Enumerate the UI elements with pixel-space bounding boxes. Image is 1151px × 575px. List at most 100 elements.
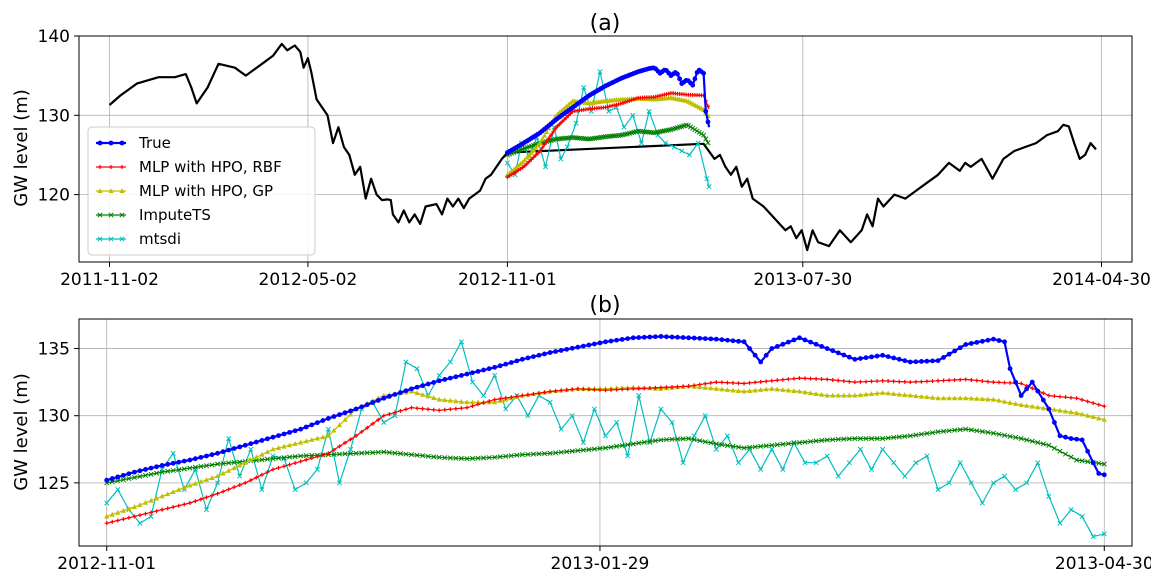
panel-b-point-imputets [708,440,714,446]
panel-b-point-mlp-with-hpo-rbf [803,376,808,381]
panel-b-point-mlp-with-hpo-rbf [520,393,525,398]
panel-b-point-imputets [791,440,797,446]
panel-b-point-true [398,390,403,396]
panel-b-point-imputets [336,451,343,457]
panel-b-point-mlp-with-hpo-rbf [814,376,819,381]
panel-b-point-imputets [342,451,348,457]
panel-b-point-mlp-with-hpo-gp [1085,412,1091,418]
panel-b-point-mlp-with-hpo-rbf [714,380,719,385]
panel-b-point-mlp-with-hpo-gp [813,391,819,396]
panel-b-point-true [752,352,758,358]
panel-b-point-mtsdi [824,453,830,459]
panel-b-point-mlp-with-hpo-rbf [398,408,403,413]
panel-b-point-imputets [863,435,869,442]
panel-b-point-mlp-with-hpo-gp [769,386,775,391]
panel-b-point-mtsdi [492,372,498,378]
panel-b-point-true [1018,393,1024,398]
panel-a-point-mlp-with-hpo-rbf [620,101,625,106]
panel-b-point-mlp-with-hpo-rbf [686,384,691,389]
panel-b-point-imputets [713,441,719,447]
panel-b-point-mlp-with-hpo-rbf [110,519,115,524]
panel-b-point-mtsdi [148,513,154,520]
panel-b-point-mlp-with-hpo-gp [181,484,187,490]
panel-b-point-mlp-with-hpo-gp [176,487,182,492]
panel-b-point-imputets [453,455,459,461]
panel-b-point-true [813,341,819,347]
panel-b-point-true [869,354,874,360]
panel-b-point-mlp-with-hpo-gp [248,457,254,463]
panel-b-point-mlp-with-hpo-rbf [791,376,796,381]
panel-b-point-mlp-with-hpo-rbf [869,379,874,384]
panel-b-point-mtsdi [392,413,398,419]
panel-b-point-true [170,460,176,466]
panel-b-point-true [919,359,924,364]
panel-b-point-mlp-with-hpo-rbf [996,380,1001,385]
panel-b-point-mlp-with-hpo-rbf [343,440,348,445]
panel-b-point-mlp-with-hpo-rbf [304,457,309,462]
panel-b-point-true [209,452,215,458]
panel-b-point-mlp-with-hpo-gp [237,462,243,468]
panel-b-point-mlp-with-hpo-gp [259,451,265,457]
panel-b-point-mlp-with-hpo-gp [697,384,703,390]
panel-b-point-mtsdi [802,460,808,466]
panel-b-point-imputets [220,460,226,467]
panel-a-chart: (a) GW level (m) 2011-11-02 2012-05-02 201… [11,11,1151,290]
panel-b-point-mlp-with-hpo-rbf [858,379,863,384]
panel-b-point-mlp-with-hpo-gp [868,391,875,396]
panel-b-point-mlp-with-hpo-gp [913,393,919,399]
panel-a-point-mtsdi [638,140,645,146]
panel-b-point-mlp-with-hpo-rbf [498,396,503,401]
panel-a-point-mlp-with-hpo-rbf [533,153,538,158]
panel-b-point-true [497,363,503,369]
panel-b-point-mtsdi [769,446,775,452]
panel-a-frame [78,35,1133,263]
panel-b-point-mlp-with-hpo-rbf [221,489,226,494]
panel-b-point-mlp-with-hpo-gp [220,470,226,476]
panel-b-point-mlp-with-hpo-rbf [420,406,425,411]
panel-a-point-mtsdi [542,164,549,170]
panel-b-point-mlp-with-hpo-gp [170,489,176,495]
panel-b-point-imputets [431,454,437,460]
panel-b-point-mlp-with-hpo-rbf [1030,386,1035,391]
panel-b-point-mlp-with-hpo-gp [702,384,708,390]
panel-b-point-true [447,375,453,381]
panel-b-point-true [192,456,198,462]
panel-b-point-imputets [730,443,736,449]
panel-b-point-true [625,336,631,342]
panel-b-point-true [597,340,603,346]
panel-b-point-mtsdi [1079,513,1085,520]
panel-b-point-mlp-with-hpo-gp [209,475,215,481]
panel-b-point-mlp-with-hpo-gp [331,427,337,433]
panel-b-point-true [830,348,836,354]
panel-b-point-imputets [359,450,365,456]
panel-b-point-true [1079,437,1085,443]
panel-b-point-true [215,450,220,456]
panel-b-point-true [747,346,752,351]
panel-b-point-true [176,459,182,465]
panel-b-point-imputets [514,452,520,458]
panel-b-point-mtsdi [115,487,121,493]
panel-b-point-true [314,420,320,426]
panel-b-point-true [1002,339,1007,345]
panel-b-point-imputets [963,426,969,432]
panel-b-point-mlp-with-hpo-gp [1096,415,1102,421]
panel-b-point-mlp-with-hpo-rbf [126,515,131,520]
panel-a-point-mtsdi [686,152,692,158]
panel-a-point-mlp-with-hpo-rbf [520,165,525,170]
panel-b-point-mlp-with-hpo-gp [1007,400,1013,405]
panel-a-point-mlp-with-hpo-gp [537,140,543,146]
panel-b-point-mlp-with-hpo-rbf [210,493,215,498]
panel-b-point-true [353,406,359,412]
panel-b-point-mlp-with-hpo-rbf [592,387,597,392]
panel-b-point-mlp-with-hpo-gp [303,438,309,444]
panel-b-point-imputets [808,438,814,445]
panel-b-point-mlp-with-hpo-rbf [525,392,530,397]
panel-b-point-imputets [287,454,293,460]
panel-a-x-tick-label: 2012-11-01 [458,270,557,290]
panel-a-point-mtsdi [573,120,579,126]
panel-b-point-mtsdi [691,433,697,439]
panel-b-point-imputets [486,455,492,461]
panel-b-point-mlp-with-hpo-gp [1029,403,1035,409]
panel-b-point-true [342,410,348,416]
